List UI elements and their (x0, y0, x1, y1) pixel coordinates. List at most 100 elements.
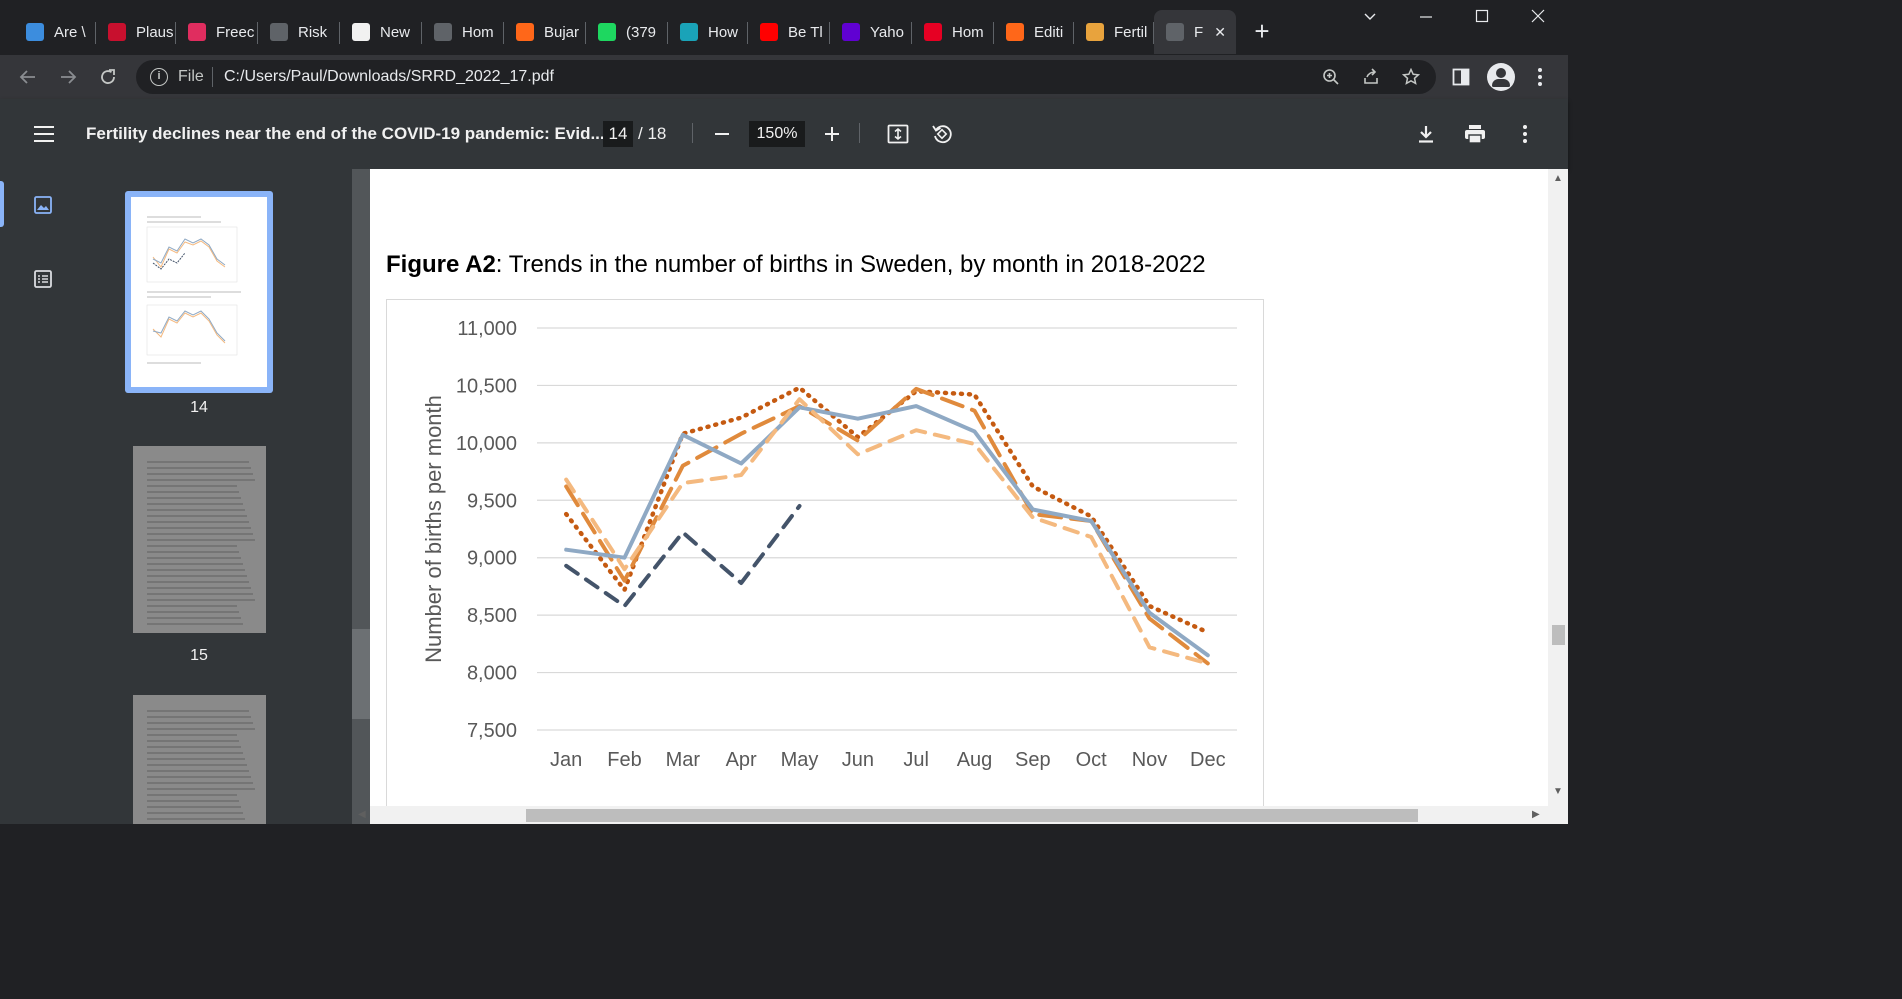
y-tick-label: 9,000 (467, 548, 517, 570)
zoom-input[interactable]: 150% (749, 121, 805, 147)
tab-search-icon[interactable] (1350, 8, 1390, 32)
browser-tab[interactable]: Bujar (504, 10, 586, 54)
profile-avatar-icon[interactable] (1487, 63, 1515, 91)
browser-tab[interactable]: How (668, 10, 748, 54)
tab-title: Be Tl (788, 23, 823, 41)
side-panel-icon[interactable] (1447, 63, 1475, 91)
pdf-menu-icon[interactable] (29, 119, 59, 149)
scroll-left-arrow-icon[interactable]: ◀ (358, 809, 366, 820)
reload-icon[interactable] (94, 63, 122, 91)
y-tick-label: 11,000 (457, 318, 517, 340)
horizontal-scrollbar[interactable]: ◀ ▶ (358, 806, 1548, 824)
tab-title: How (708, 23, 739, 41)
browser-toolbar: i File C:/Users/Paul/Downloads/SRRD_2022… (0, 55, 1568, 99)
browser-tab[interactable]: Plaus (96, 10, 176, 54)
scroll-right-arrow-icon[interactable]: ▶ (1532, 809, 1540, 820)
horizontal-scroll-thumb[interactable] (526, 809, 1418, 822)
browser-tab[interactable]: Hom (422, 10, 504, 54)
scroll-up-arrow-icon[interactable]: ▲ (1553, 173, 1563, 184)
address-bar[interactable]: i File C:/Users/Paul/Downloads/SRRD_2022… (136, 60, 1436, 94)
page-number-input[interactable]: 14 (603, 121, 633, 147)
forward-icon[interactable] (54, 63, 82, 91)
rotate-icon[interactable] (927, 119, 957, 149)
x-tick-label: Jan (550, 749, 582, 771)
print-icon[interactable] (1460, 119, 1490, 149)
vertical-scrollbar[interactable]: ▲ ▼ (1548, 169, 1568, 824)
yahoo-icon (842, 23, 860, 41)
browser-tab[interactable]: (379 (586, 10, 668, 54)
maximize-icon[interactable] (1462, 8, 1502, 32)
download-icon[interactable] (1411, 119, 1441, 149)
browser-tab[interactable]: Fertil (1074, 10, 1154, 54)
minimize-icon[interactable] (1406, 8, 1446, 32)
tab-title: F (1194, 23, 1204, 41)
viewer-left-scroll (352, 629, 370, 719)
browser-tab[interactable]: Yaho (830, 10, 912, 54)
tab-divider (667, 22, 668, 44)
pdf-toolbar: Fertility declines near the end of the C… (0, 99, 1568, 169)
browser-tab[interactable]: Risk (258, 10, 340, 54)
toolbar-divider (692, 123, 693, 143)
scroll-down-arrow-icon[interactable]: ▼ (1553, 786, 1563, 797)
page-total: / 18 (638, 124, 667, 143)
y-tick-label: 7,500 (467, 720, 517, 742)
pdf-more-icon[interactable] (1510, 119, 1540, 149)
close-tab-icon[interactable]: ✕ (1214, 23, 1226, 40)
pdf-page: Figure A2: Trends in the number of birth… (370, 169, 1548, 809)
fit-page-icon[interactable] (883, 119, 913, 149)
site-info-icon[interactable]: i (150, 68, 168, 86)
url-text[interactable]: C:/Users/Paul/Downloads/SRRD_2022_17.pdf (224, 68, 554, 85)
x-tick-label: Jul (903, 749, 929, 771)
zoom-icon[interactable] (1318, 64, 1344, 90)
tab-title: Are \ (54, 23, 86, 41)
thumbnails-view-icon[interactable] (31, 193, 55, 217)
thumbnail-sidebar: 14 15 (0, 169, 352, 824)
x-tick-label: Nov (1132, 749, 1168, 771)
browser-tab[interactable]: New (340, 10, 422, 54)
tab-divider (747, 22, 748, 44)
browser-menu-icon[interactable] (1526, 63, 1554, 91)
y-tick-label: 10,000 (456, 433, 517, 455)
thumbnail-page-15[interactable] (133, 446, 266, 633)
back-icon[interactable] (14, 63, 42, 91)
browser-tab[interactable]: Be Tl (748, 10, 830, 54)
tab-divider (829, 22, 830, 44)
browser-tab[interactable]: Editi (994, 10, 1074, 54)
sidebar-active-indicator (0, 181, 4, 227)
series-line-s2019 (564, 386, 1210, 666)
browser-tab[interactable]: Are \ (14, 10, 96, 54)
tab-title: Fertil (1114, 23, 1148, 41)
globe-icon (1166, 23, 1184, 41)
outline-view-icon[interactable] (31, 267, 55, 291)
pdf-viewer[interactable]: Figure A2: Trends in the number of birth… (352, 169, 1568, 824)
browser-tab[interactable]: Freec (176, 10, 258, 54)
series-line-s2022 (564, 504, 802, 608)
thumbnail-page-14[interactable] (131, 197, 267, 387)
browser-tab[interactable]: Hom (912, 10, 994, 54)
globe-icon (270, 23, 288, 41)
zoom-out-icon[interactable] (707, 119, 737, 149)
share-icon[interactable] (1358, 64, 1384, 90)
births-line-chart: 11,000 10,500 10,000 9,500 9,000 8,500 8,000 7,… (421, 318, 1237, 771)
y-tick-label: 10,500 (456, 375, 517, 397)
tab-divider (257, 22, 258, 44)
tab-title: New (380, 23, 411, 41)
thumbnail-label: 14 (190, 399, 208, 416)
spinner-icon (1086, 23, 1104, 41)
tab-title: Freec (216, 23, 255, 41)
close-window-icon[interactable] (1518, 8, 1558, 32)
pdf-title: Fertility declines near the end of the C… (86, 124, 605, 143)
browser-tab[interactable]: F ✕ (1154, 10, 1236, 54)
x-tick-label: Aug (957, 749, 993, 771)
omnibox-divider (212, 67, 213, 87)
thumbnail-page-16[interactable] (133, 695, 266, 824)
tab-divider (993, 22, 994, 44)
zoom-in-icon[interactable] (817, 119, 847, 149)
thumbnail-label: 15 (190, 647, 208, 664)
new-tab-button[interactable]: + (1254, 16, 1270, 46)
tab-title: Plaus (136, 23, 174, 41)
x-tick-label: Oct (1076, 749, 1108, 771)
bookmark-star-icon[interactable] (1398, 64, 1424, 90)
bi-icon (108, 23, 126, 41)
vertical-scroll-thumb[interactable] (1552, 625, 1565, 645)
